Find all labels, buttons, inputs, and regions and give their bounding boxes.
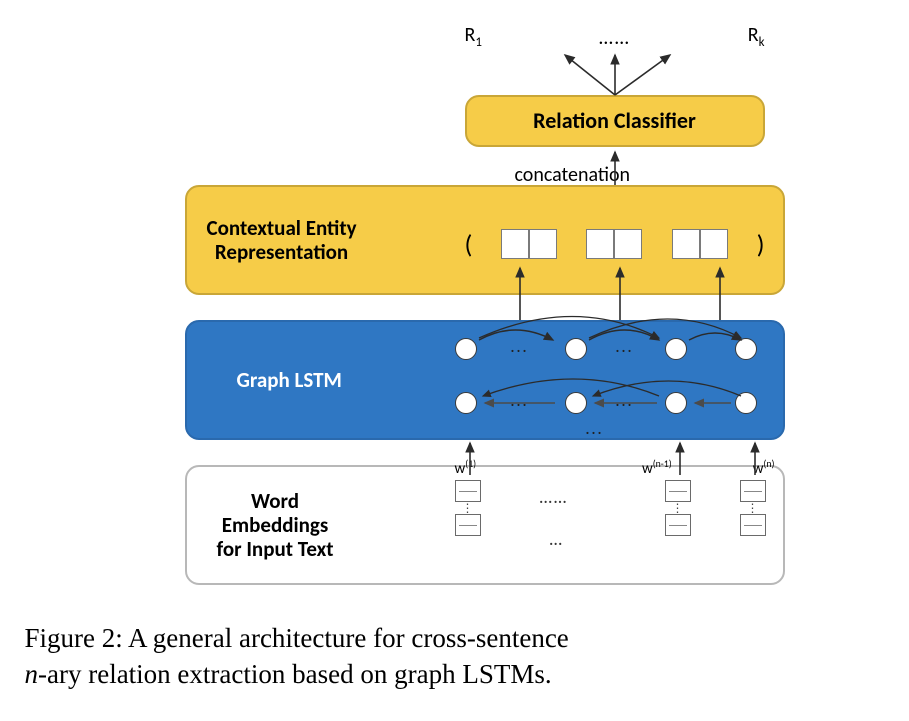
architecture-diagram: R1 …… Rk Relation Classifier concatenati… [95,20,815,600]
lstm-node [665,392,687,414]
embedding-hdots: … [550,528,564,550]
lstm-dots: … [585,418,605,439]
embedding-box [665,480,691,502]
embedding-box [740,514,766,536]
w-label-n: w(n) [753,458,775,478]
graph-lstm-label: Graph LSTM [237,368,342,392]
entity-cell [529,229,557,259]
embedding-vdots: ⋮ [672,502,684,514]
word-index-labels: w(1) . w(n-1) w(n) [455,458,775,478]
entity-pair-2 [586,229,642,259]
embedding-box [455,480,481,502]
embedding-col: ⋮ [665,480,691,536]
relation-classifier-label: Relation Classifier [533,108,696,133]
output-dots: …… [599,26,631,50]
lstm-node [565,338,587,360]
output-labels: R1 …… Rk [465,20,765,50]
embedding-hdots: …… [540,486,569,508]
embedding-box [740,480,766,502]
lstm-node [735,392,757,414]
lstm-dots: … [510,336,530,357]
concatenation-label: concatenation [515,163,631,187]
context-rep-label: Contextual Entity Representation [207,216,357,264]
entity-cell [700,229,728,259]
entity-cell [672,229,700,259]
embedding-vdots: ⋮ [747,502,759,514]
output-rk: Rk [748,23,765,50]
entity-cell [614,229,642,259]
lstm-node [565,392,587,414]
embedding-vdots: ⋮ [462,502,474,514]
embedding-box [665,514,691,536]
entity-pair-3 [672,229,728,259]
output-r1: R1 [465,23,482,50]
w-label-n-1: w(n-1) [642,458,672,478]
lstm-node [665,338,687,360]
lstm-dots: … [615,336,635,357]
paren-left: ( [465,228,473,260]
lstm-node [735,338,757,360]
relation-classifier-layer: Relation Classifier [465,95,765,147]
paren-right: ) [757,228,765,260]
lstm-dots: … [615,390,635,411]
word-embeddings-label: Word Embeddings for Input Text [217,489,334,561]
lstm-node [455,392,477,414]
embedding-columns: ⋮ ⋮ ⋮ …… … [455,480,775,580]
embedding-col: ⋮ [455,480,481,536]
embedding-col: ⋮ [740,480,766,536]
entity-cell [586,229,614,259]
entity-cell [501,229,529,259]
w-label-1: w(1) [455,458,477,478]
embedding-box [455,514,481,536]
entity-representation-cells: ( ) [465,228,765,260]
lstm-node [455,338,477,360]
lstm-dots: … [510,390,530,411]
figure-caption: Figure 2: A general architecture for cro… [25,620,885,693]
graph-lstm-nodes: … … … … … [455,330,765,430]
entity-pair-1 [501,229,557,259]
